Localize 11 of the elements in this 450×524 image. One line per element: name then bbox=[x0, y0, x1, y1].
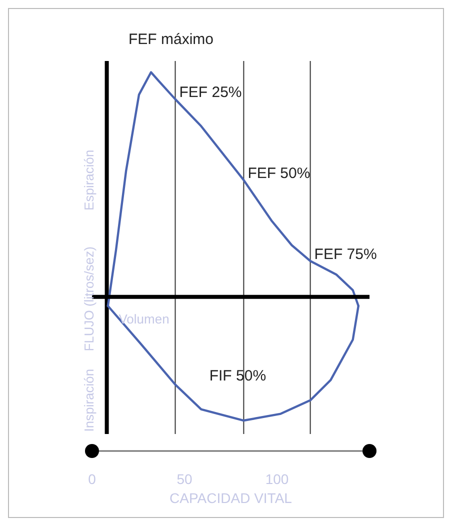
annotation: FEF 50% bbox=[248, 165, 310, 182]
x-tick-label: 100 bbox=[265, 470, 289, 487]
x-axis-title: CAPACIDAD VITAL bbox=[170, 490, 292, 506]
annotation: FEF máximo bbox=[128, 31, 214, 48]
x-tick-label: 50 bbox=[176, 470, 192, 487]
x-tick-label: 0 bbox=[88, 470, 96, 487]
annotation: Inspiración bbox=[82, 368, 96, 432]
annotation: Espiración bbox=[82, 150, 96, 210]
y-axis-title: FLUJO (litros/sez) bbox=[82, 246, 96, 352]
annotation: FEF 75% bbox=[314, 246, 377, 263]
annotation: FEF 25% bbox=[179, 84, 242, 102]
